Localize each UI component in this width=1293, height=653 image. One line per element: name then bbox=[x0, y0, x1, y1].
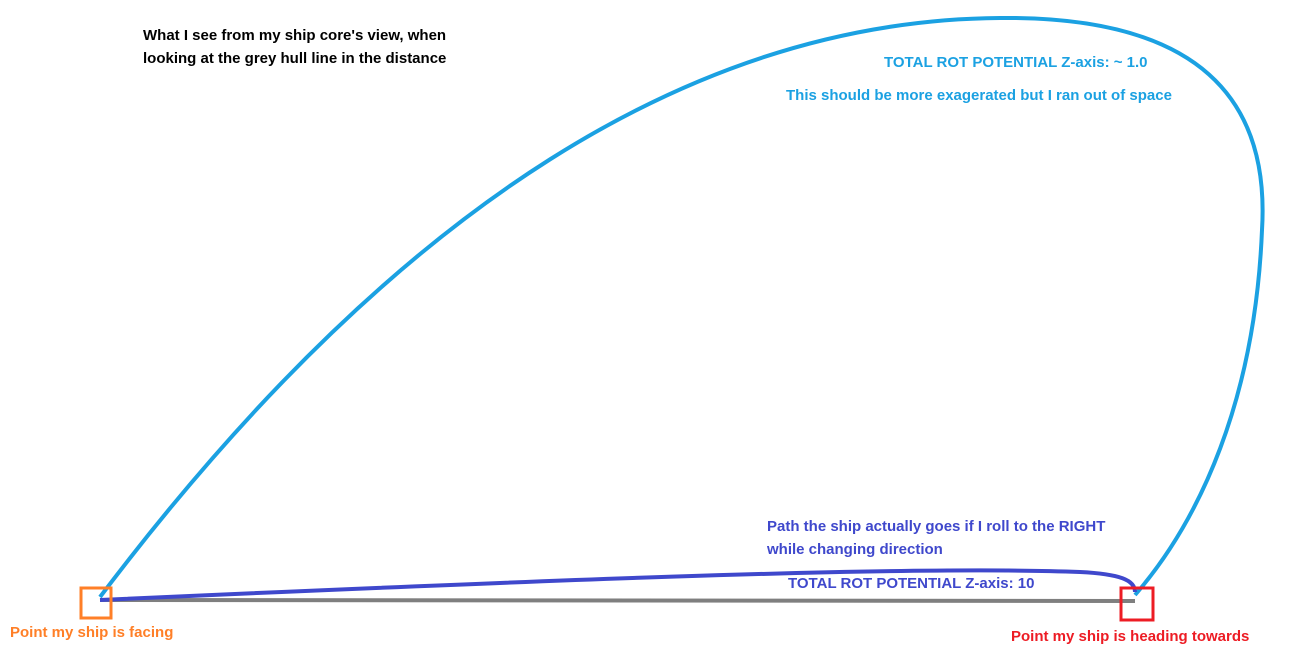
start-square bbox=[79, 586, 113, 620]
dark-blue-label: TOTAL ROT POTENTIAL Z-axis: 10 bbox=[788, 575, 1034, 592]
caption-line: What I see from my ship core's view, whe… bbox=[143, 27, 446, 44]
light-blue-label: This should be more exagerated but I ran… bbox=[786, 87, 1172, 104]
light-blue-curve bbox=[98, 15, 1265, 599]
light-blue-label: TOTAL ROT POTENTIAL Z-axis: ~ 1.0 bbox=[884, 54, 1148, 71]
start-label: Point my ship is facing bbox=[10, 624, 173, 641]
hull-line bbox=[99, 598, 1136, 603]
dark-blue-label: while changing direction bbox=[766, 541, 943, 558]
end-label: Point my ship is heading towards bbox=[1011, 628, 1249, 645]
dark-blue-label: Path the ship actually goes if I roll to… bbox=[767, 518, 1105, 535]
caption-line: looking at the grey hull line in the dis… bbox=[143, 50, 446, 67]
end-square bbox=[1119, 586, 1155, 622]
dark-blue-curve bbox=[99, 568, 1137, 602]
